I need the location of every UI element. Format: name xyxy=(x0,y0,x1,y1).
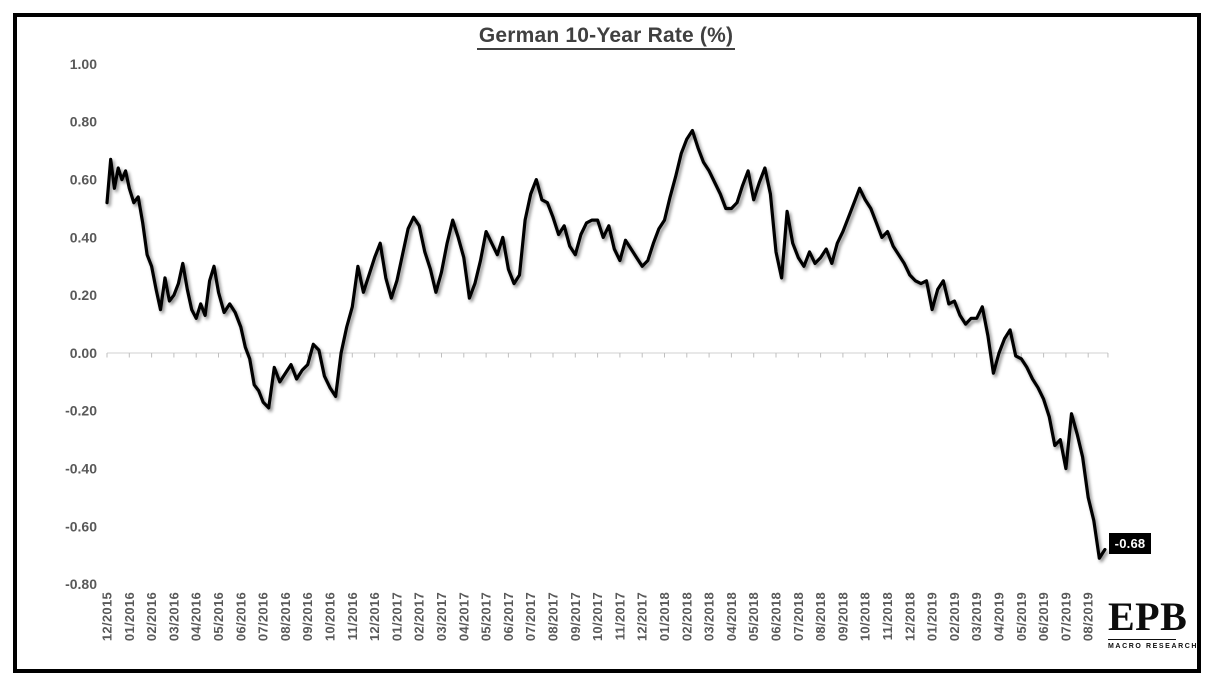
epb-logo-wordmark: EPB xyxy=(1108,594,1188,640)
x-axis-tick-label: 04/2019 xyxy=(992,592,1007,641)
x-axis-tick-label: 01/2018 xyxy=(657,592,672,641)
x-axis-tick-label: 05/2018 xyxy=(746,592,761,641)
epb-logo: EPB MACRO RESEARCH xyxy=(1108,594,1199,650)
x-axis-tick-label: 08/2016 xyxy=(278,592,293,641)
x-axis-tick-label: 02/2019 xyxy=(947,592,962,641)
x-axis-tick-label: 07/2018 xyxy=(791,592,806,641)
epb-logo-subtitle: MACRO RESEARCH xyxy=(1108,643,1199,650)
zero-axis xyxy=(106,352,1109,358)
x-axis-tick-label: 06/2019 xyxy=(1036,592,1051,641)
x-axis-tick-label: 01/2017 xyxy=(389,592,404,641)
x-axis-tick-label: 09/2018 xyxy=(835,592,850,641)
chart-title-text: German 10-Year Rate (%) xyxy=(476,24,736,50)
x-axis-tick-label: 03/2019 xyxy=(969,592,984,641)
chart-title: German 10-Year Rate (%) xyxy=(350,24,862,50)
x-axis-tick-label: 02/2017 xyxy=(412,592,427,641)
y-axis-tick-label: -0.60 xyxy=(65,518,97,534)
x-axis-tick-label: 11/2016 xyxy=(345,592,360,640)
x-axis-tick-label: 05/2017 xyxy=(479,592,494,641)
x-axis-tick-label: 05/2016 xyxy=(211,592,226,641)
x-axis-tick-label: 08/2019 xyxy=(1081,592,1096,641)
x-axis-tick-label: 11/2018 xyxy=(880,592,895,640)
x-axis-tick-label: 06/2017 xyxy=(501,592,516,641)
rate-series-line xyxy=(105,128,1107,560)
y-axis-tick-label: 0.00 xyxy=(70,345,97,361)
x-axis-tick-label: 10/2018 xyxy=(858,592,873,641)
y-axis-tick-label: -0.40 xyxy=(65,461,97,477)
x-axis-tick-label: 03/2017 xyxy=(434,592,449,641)
x-axis-tick-label: 09/2016 xyxy=(300,592,315,641)
x-axis-tick-label: 03/2016 xyxy=(166,592,181,641)
y-axis-tick-label: 0.40 xyxy=(70,229,97,245)
y-axis-tick-label: 0.60 xyxy=(70,172,97,188)
x-axis-tick-label: 10/2017 xyxy=(590,592,605,641)
x-axis-tick-label: 04/2017 xyxy=(456,592,471,641)
x-axis-tick-label: 06/2018 xyxy=(769,592,784,641)
y-axis-labels: 1.00 0.80 0.60 0.40 0.20 0.00 -0.20 -0.40 -0.60 -… xyxy=(65,56,97,592)
y-axis-tick-label: 0.20 xyxy=(70,287,97,303)
x-axis-tick-label: 07/2016 xyxy=(256,592,271,641)
x-axis-tick-label: 09/2017 xyxy=(568,592,583,641)
x-axis-tick-label: 05/2019 xyxy=(1014,592,1029,641)
x-axis-tick-label: 04/2016 xyxy=(189,592,204,641)
x-axis-tick-label: 01/2016 xyxy=(122,592,137,641)
y-axis-tick-label: -0.20 xyxy=(65,403,97,419)
x-axis-tick-label: 10/2016 xyxy=(323,592,338,641)
x-axis-tick-label: 07/2019 xyxy=(1058,592,1073,641)
x-axis-tick-label: 11/2017 xyxy=(612,592,627,640)
x-axis-tick-label: 02/2016 xyxy=(144,592,159,641)
x-axis-tick-label: 03/2018 xyxy=(702,592,717,641)
x-axis-tick-label: 02/2018 xyxy=(679,592,694,641)
x-axis-tick-label: 07/2017 xyxy=(523,592,538,641)
x-axis-tick-label: 04/2018 xyxy=(724,592,739,641)
y-axis-tick-label: -0.80 xyxy=(65,576,97,592)
y-axis-tick-label: 0.80 xyxy=(70,114,97,130)
x-axis-tick-label: 12/2016 xyxy=(367,592,382,641)
x-axis-tick-label: 12/2017 xyxy=(635,592,650,641)
x-axis-tick-label: 08/2018 xyxy=(813,592,828,641)
x-axis-tick-label: 01/2019 xyxy=(925,592,940,641)
x-axis-labels: 12/2015 01/2016 02/2016 03/2016 04/2016 05/20… xyxy=(100,592,1096,641)
y-axis-tick-label: 1.00 xyxy=(70,56,97,72)
last-value-data-label: -0.68 xyxy=(1109,533,1151,554)
x-axis-tick-label: 06/2016 xyxy=(233,592,248,641)
series-group xyxy=(105,128,1107,560)
x-axis-tick-label: 12/2015 xyxy=(100,592,115,641)
x-axis-tick-label: 08/2017 xyxy=(546,592,561,641)
x-axis-tick-label: 12/2018 xyxy=(902,592,917,641)
